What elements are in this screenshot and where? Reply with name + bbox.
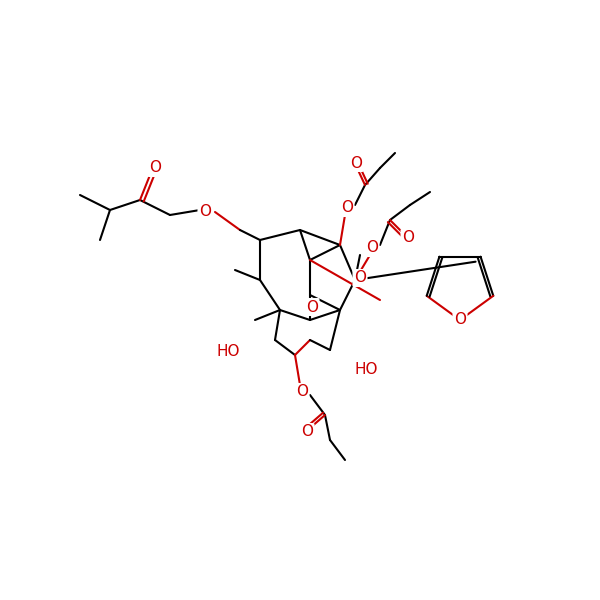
Text: O: O bbox=[199, 205, 211, 220]
Text: O: O bbox=[296, 385, 308, 400]
Text: O: O bbox=[306, 299, 318, 314]
Text: O: O bbox=[301, 425, 313, 439]
Text: O: O bbox=[341, 200, 353, 215]
Text: O: O bbox=[366, 241, 378, 256]
Text: HO: HO bbox=[355, 362, 379, 377]
Text: O: O bbox=[354, 271, 366, 286]
Text: O: O bbox=[402, 230, 414, 245]
Text: HO: HO bbox=[217, 344, 240, 359]
Text: O: O bbox=[454, 313, 466, 328]
Text: O: O bbox=[350, 155, 362, 170]
Text: O: O bbox=[149, 160, 161, 175]
